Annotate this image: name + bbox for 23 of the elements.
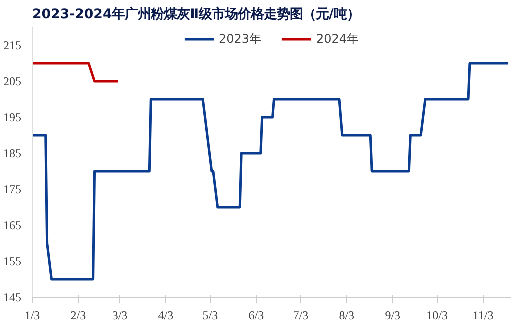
y-tick-label: 175 bbox=[4, 182, 22, 196]
y-tick-label: 165 bbox=[4, 218, 22, 232]
y-tick-label: 185 bbox=[4, 146, 22, 160]
x-tick-label: 8/3 bbox=[339, 308, 355, 322]
x-tick-label: 1/3 bbox=[24, 308, 40, 322]
x-tick-label: 9/3 bbox=[385, 308, 401, 322]
line-series bbox=[32, 62, 510, 281]
y-tick-label: 155 bbox=[4, 254, 22, 268]
legend-label: 2024年 bbox=[316, 30, 360, 48]
x-tick-label: 11/3 bbox=[472, 308, 494, 322]
y-tick-label: 145 bbox=[4, 290, 22, 304]
x-tick-label: 4/3 bbox=[158, 308, 174, 322]
x-tick-label: 2/3 bbox=[70, 308, 86, 322]
y-tick-label: 215 bbox=[4, 38, 22, 52]
chart-title: 2023-2024年广州粉煤灰Ⅱ级市场价格走势图（元/吨） bbox=[32, 6, 360, 22]
x-tick-label: 7/3 bbox=[293, 308, 309, 322]
legend-label: 2023年 bbox=[218, 30, 262, 48]
y-tick-label: 195 bbox=[4, 110, 22, 124]
x-tick-label: 6/3 bbox=[248, 308, 264, 322]
x-tick-label: 10/3 bbox=[426, 308, 448, 322]
x-tick-label: 3/3 bbox=[112, 308, 128, 322]
y-tick-label: 205 bbox=[4, 74, 22, 88]
x-tick-label: 5/3 bbox=[202, 308, 218, 322]
